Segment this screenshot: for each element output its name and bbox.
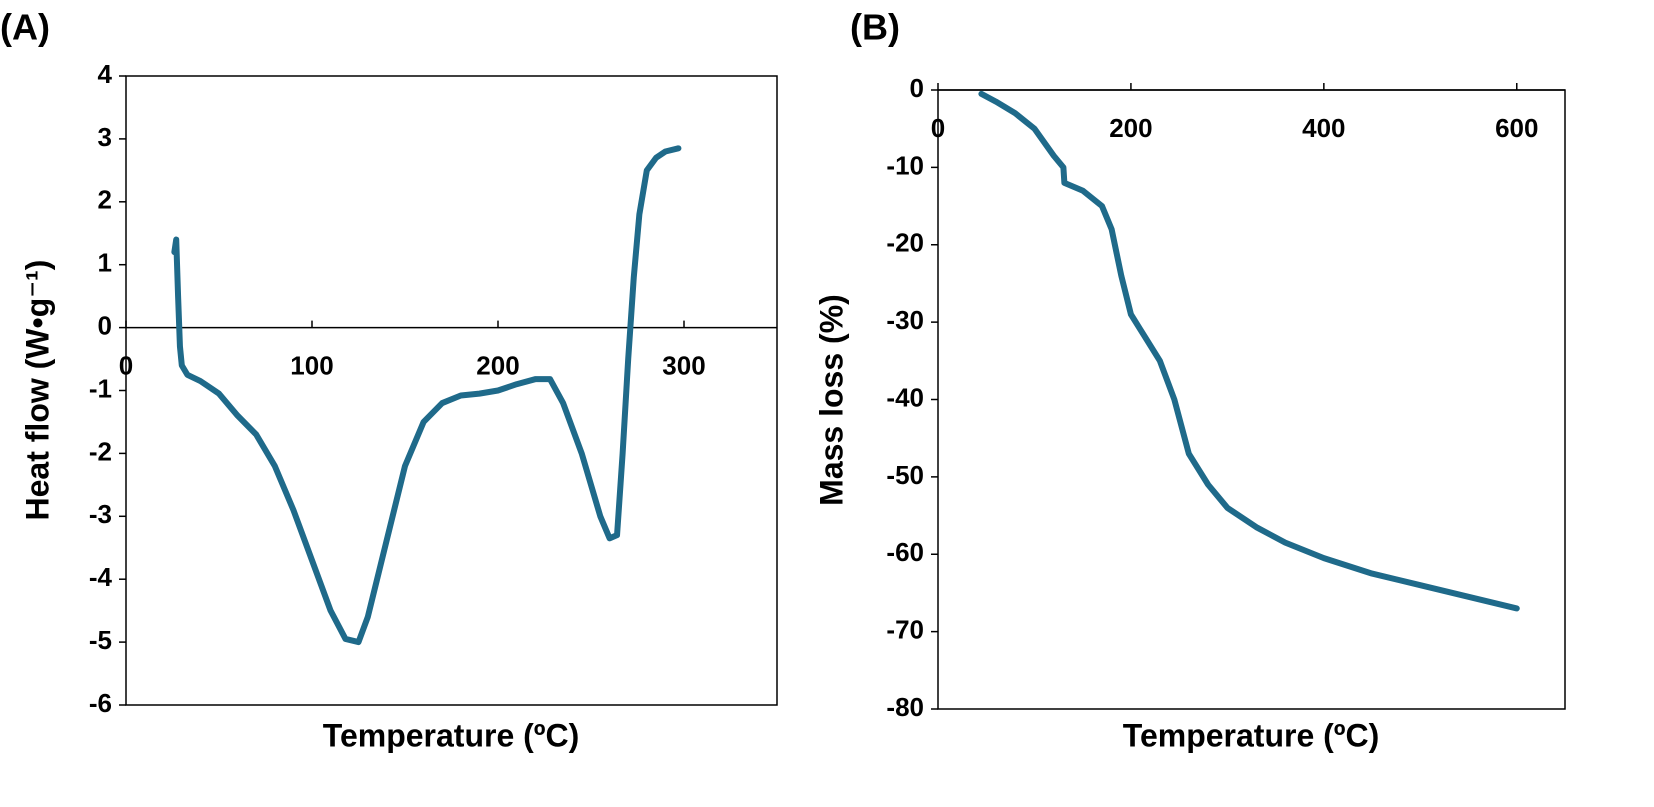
x-tick-label: 400 [1302, 113, 1345, 143]
x-axis-label: Temperature (ºC) [1123, 717, 1379, 753]
y-tick-label: -10 [886, 150, 924, 180]
data-line [978, 90, 1520, 612]
panel-label: (B) [850, 7, 900, 48]
y-tick-label: -20 [886, 228, 924, 258]
y-tick-label: 3 [98, 122, 112, 152]
y-tick-label: -80 [886, 692, 924, 722]
y-tick-label: -5 [89, 625, 112, 655]
y-tick-label: -3 [89, 499, 112, 529]
x-tick-label: 300 [662, 350, 705, 380]
panel-label: (A) [0, 7, 50, 48]
y-tick-label: 0 [910, 73, 924, 103]
y-axis-label: Mass loss (%) [813, 294, 849, 506]
y-tick-label: 2 [98, 185, 112, 215]
x-tick-label: 600 [1495, 113, 1538, 143]
plot-frame [937, 89, 1566, 710]
y-tick-label: -40 [886, 382, 924, 412]
y-tick-label: -4 [89, 562, 113, 592]
x-tick-label: 100 [290, 350, 333, 380]
data-line [171, 145, 682, 646]
y-tick-label: 0 [98, 310, 112, 340]
x-tick-label: 0 [119, 350, 133, 380]
y-axis-label: Heat flow (W•g⁻¹) [19, 260, 55, 521]
y-tick-label: -1 [89, 373, 112, 403]
y-tick-label: 1 [98, 248, 112, 278]
y-tick-label: -50 [886, 460, 924, 490]
x-tick-label: 200 [1109, 113, 1152, 143]
x-axis-label: Temperature (ºC) [323, 717, 579, 753]
x-tick-label: 200 [476, 350, 519, 380]
x-tick-label: 0 [931, 113, 945, 143]
plot-frame [125, 75, 778, 706]
y-tick-label: -60 [886, 537, 924, 567]
y-tick-label: -30 [886, 305, 924, 335]
y-tick-label: -6 [89, 688, 112, 718]
y-tick-label: 4 [98, 59, 113, 89]
y-tick-label: -2 [89, 436, 112, 466]
y-tick-label: -70 [886, 615, 924, 645]
